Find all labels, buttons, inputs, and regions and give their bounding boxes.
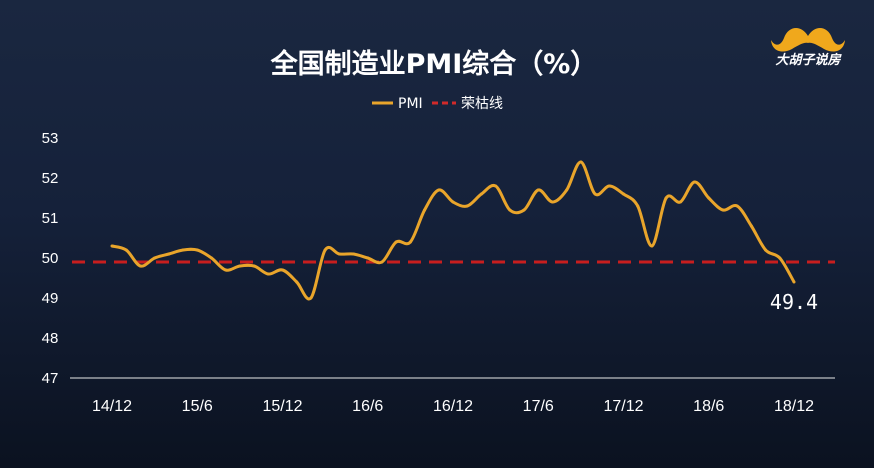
x-tick-label: 18/12 <box>774 398 814 415</box>
pmi-data-point <box>423 208 427 212</box>
pmi-data-point <box>238 264 242 268</box>
brand-logo-text: 大胡子说房 <box>775 52 842 68</box>
pmi-data-point <box>138 264 142 268</box>
x-tick-label: 17/6 <box>523 398 554 415</box>
pmi-data-point <box>323 248 327 252</box>
y-tick-label: 53 <box>42 130 59 147</box>
y-tick-label: 50 <box>42 250 59 267</box>
legend-label-pmi: PMI <box>398 96 423 112</box>
x-tick-label: 16/12 <box>433 398 473 415</box>
x-tick-label: 15/12 <box>262 398 302 415</box>
y-tick-label: 47 <box>42 370 59 387</box>
pmi-data-point <box>281 268 284 272</box>
pmi-data-point <box>110 244 114 248</box>
pmi-data-point <box>479 192 483 196</box>
pmi-data-point <box>153 256 157 260</box>
x-tick-label: 17/12 <box>603 398 643 415</box>
pmi-data-point <box>494 184 498 188</box>
brand-logo: 大胡子说房 <box>768 16 848 70</box>
pmi-data-point <box>579 160 583 164</box>
y-tick-label: 52 <box>42 170 59 187</box>
pmi-data-point <box>124 248 128 252</box>
pmi-series-line <box>111 160 796 301</box>
pmi-data-point <box>607 184 611 188</box>
pmi-data-point <box>309 296 313 300</box>
x-tick-label: 14/12 <box>92 398 132 415</box>
pmi-end-value-label: 49.4 <box>770 290 818 314</box>
pmi-data-point <box>209 256 213 260</box>
x-tick-label: 16/6 <box>352 398 383 415</box>
pmi-data-point <box>522 208 526 212</box>
x-tick-label: 18/6 <box>693 398 724 415</box>
pmi-data-point <box>693 180 697 184</box>
pmi-data-point <box>337 252 341 256</box>
pmi-data-point <box>721 208 725 212</box>
pmi-data-point <box>593 192 597 196</box>
legend-label-threshold: 荣枯线 <box>461 96 503 112</box>
pmi-data-point <box>380 260 384 264</box>
pmi-data-point <box>437 188 441 192</box>
pmi-data-point <box>735 204 739 208</box>
pmi-data-point <box>252 264 256 268</box>
pmi-data-point <box>536 188 540 192</box>
pmi-series-points <box>110 160 796 300</box>
pmi-data-point <box>650 244 654 248</box>
pmi-data-point <box>394 240 398 244</box>
pmi-data-point <box>167 252 171 256</box>
chart-title: 全国制造业PMI综合（%） <box>270 48 598 80</box>
x-tick-label: 15/6 <box>182 398 213 415</box>
mustache-icon <box>771 27 845 52</box>
pmi-data-point <box>764 248 768 252</box>
pmi-data-point <box>749 224 753 228</box>
pmi-data-point <box>224 268 228 272</box>
x-axis: 14/12 15/6 15/12 16/6 16/12 17/6 17/12 18/6 18/1… <box>92 398 814 415</box>
pmi-data-point <box>295 280 299 284</box>
pmi-data-point <box>778 256 782 260</box>
pmi-data-point <box>195 248 199 252</box>
pmi-data-point <box>707 196 711 200</box>
pmi-data-point <box>508 208 512 212</box>
pmi-data-point <box>366 256 370 260</box>
pmi-data-point <box>451 200 455 204</box>
pmi-data-point <box>636 204 640 208</box>
pmi-data-point <box>408 240 412 244</box>
y-tick-label: 49 <box>42 290 59 307</box>
y-axis: 47 48 49 50 51 52 53 <box>42 130 59 387</box>
pmi-data-point <box>678 200 682 204</box>
pmi-data-point <box>352 252 356 256</box>
pmi-data-point <box>792 280 796 284</box>
pmi-data-point <box>465 204 469 208</box>
legend: PMI 荣枯线 <box>372 96 503 112</box>
pmi-data-point <box>622 192 625 196</box>
pmi-data-point <box>181 248 185 252</box>
y-tick-label: 48 <box>42 330 59 347</box>
pmi-data-point <box>664 196 668 200</box>
y-tick-label: 51 <box>42 210 59 227</box>
pmi-data-point <box>565 188 569 192</box>
pmi-data-point <box>550 200 554 204</box>
pmi-data-point <box>266 272 270 276</box>
